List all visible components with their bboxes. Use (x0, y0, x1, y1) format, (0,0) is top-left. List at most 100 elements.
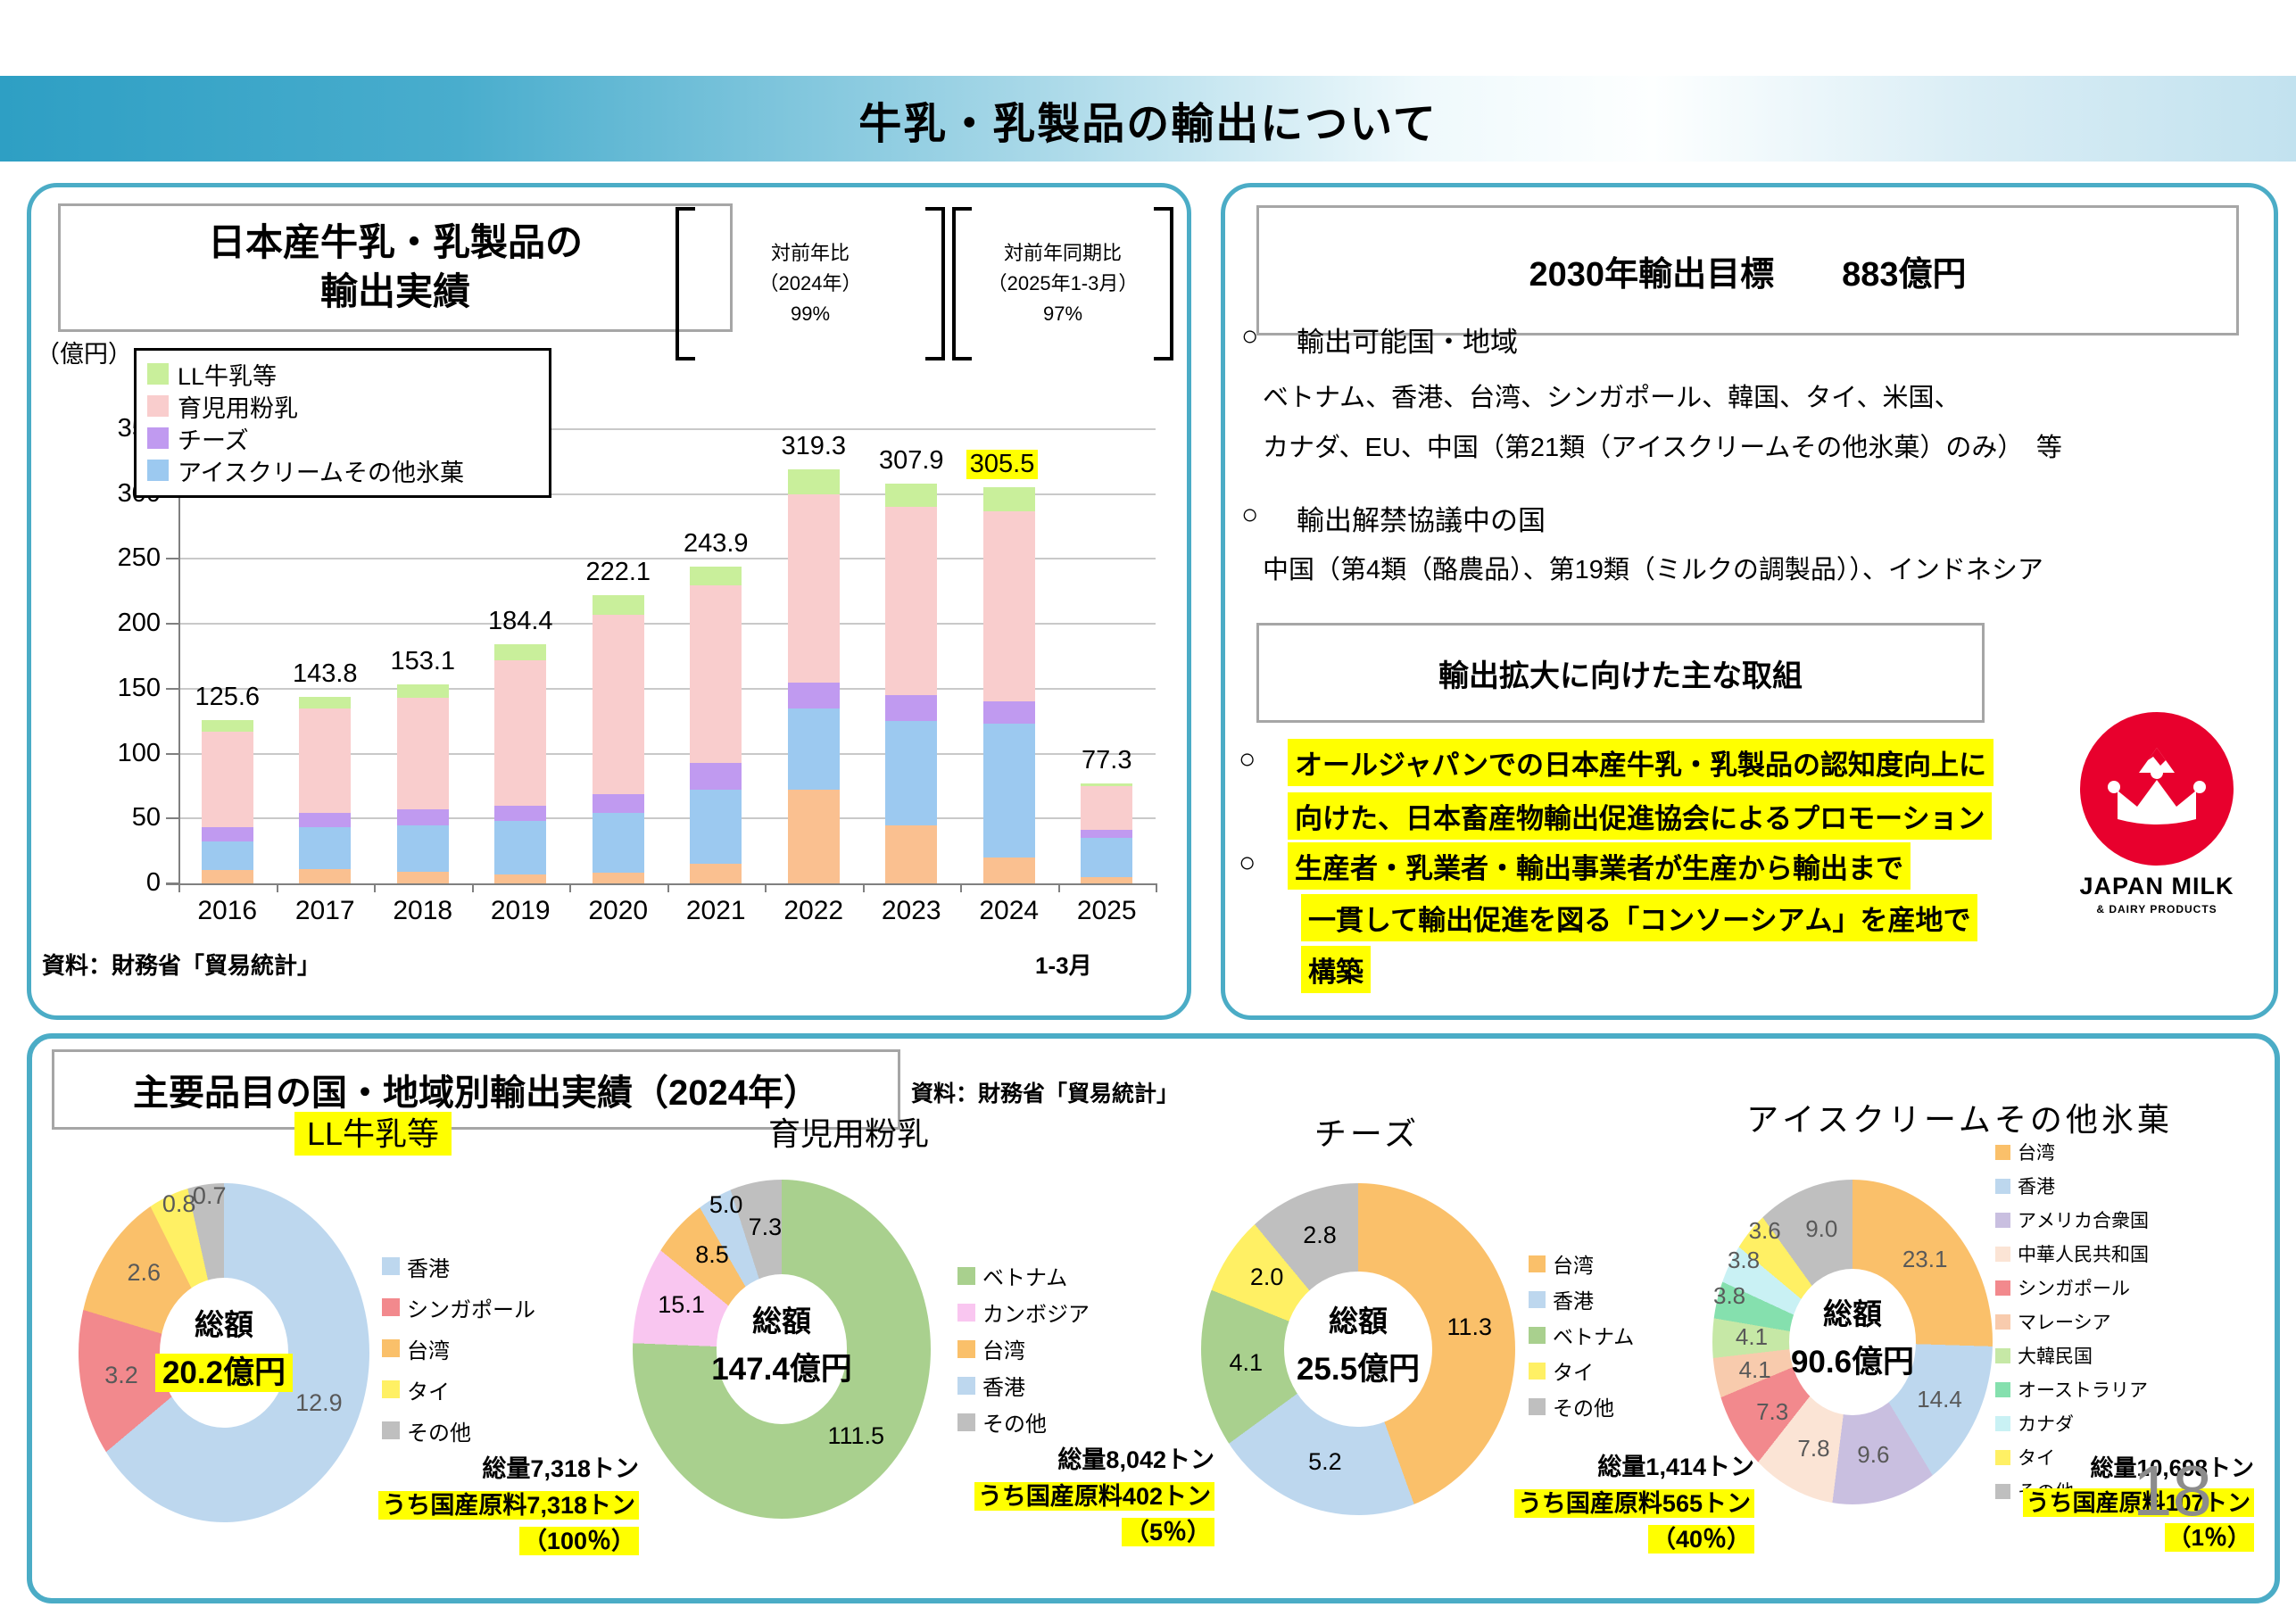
donut-slice-label: 7.8 (1797, 1434, 1830, 1462)
donut-slice-label: 2.6 (127, 1258, 161, 1286)
bar-chart-legend: LL牛乳等 育児用粉乳 チーズ アイスクリームその他氷菓 (134, 348, 551, 498)
donut-slice-label: 2.0 (1249, 1264, 1284, 1291)
legend-label: 台湾 (407, 1338, 450, 1363)
x-axis-label: 2024 (979, 896, 1040, 925)
bottom-panel-source: 資料：財務省「貿易統計」 (911, 1081, 1180, 1106)
legend-swatch-icon (1995, 1449, 2010, 1465)
donut-slice-label: 23.1 (1902, 1245, 1948, 1272)
left-panel-title: 日本産牛乳・乳製品の 輸出実績 (207, 221, 583, 312)
donut-legend: 台湾 香港 ベトナム タイ その他 (1529, 1246, 1634, 1424)
bar-total-label: 305.5 (966, 449, 1039, 479)
donut-slice-label: 3.8 (1727, 1247, 1761, 1274)
bar-segment (201, 731, 253, 828)
gridline (178, 687, 1156, 690)
legend-swatch-icon (1529, 1255, 1546, 1272)
bar-segment (787, 468, 840, 494)
legend-swatch-icon (1529, 1397, 1546, 1415)
initiative1-line2: 向けた、日本畜産物輸出促進協会によるプロモーション (1288, 792, 1993, 840)
y-axis-tick (166, 752, 178, 755)
donut-title: チーズ (1099, 1108, 1635, 1155)
bar-segment (201, 720, 253, 732)
legend-label: 香港 (1553, 1289, 1594, 1313)
x-axis-tick (765, 883, 767, 892)
legend-label: マレーシア (2018, 1313, 2111, 1333)
bar-segment (396, 824, 449, 872)
legend-swatch-icon (147, 427, 169, 449)
bar-segment (299, 696, 352, 708)
donut-slice-label: 9.0 (1805, 1215, 1838, 1243)
domestic-material-volume: うち国産原料7,318トン (378, 1490, 639, 1520)
x-axis-label: 2016 (197, 896, 258, 925)
y-axis-label: 150 (117, 673, 161, 702)
bar-total-label: 307.9 (878, 446, 944, 476)
yoy-bracket: 対前年比 （2024年） 99% (676, 207, 945, 360)
donut-legend-item: 台湾 (1529, 1246, 1634, 1281)
initiative2-line2: 一貫して輸出促進を図る「コンソーシアム」を産地で (1301, 894, 1978, 941)
donut-center-value: 25.5億円 (1224, 1344, 1492, 1389)
donut-slice-label: 8.5 (695, 1240, 729, 1268)
domestic-material-percentage: （100％） (518, 1527, 639, 1555)
donut-legend: ベトナム カンボジア 台湾 香港 その他 (957, 1257, 1090, 1440)
legend-swatch-icon (382, 1421, 400, 1439)
donut-hole (1284, 1271, 1432, 1428)
legend-label: シンガポール (2018, 1279, 2130, 1299)
domestic-material-volume: うち国産原料107トン (2022, 1488, 2254, 1517)
y-axis-label: 200 (117, 609, 161, 638)
legend-label: 中華人民共和国 (2018, 1245, 2149, 1265)
donut-center-value-text: 90.6億円 (1790, 1345, 1915, 1380)
export-target-panel: 2030年輸出目標 883億円 ○ 輸出可能国・地域 ベトナム、香港、台湾、シン… (1221, 183, 2278, 1020)
total-volume: 総量10,698トン (2090, 1454, 2254, 1481)
legend-swatch-icon (382, 1380, 400, 1398)
donut-slice-label: 4.1 (1735, 1323, 1769, 1351)
domestic-material-percentage: （5％） (1121, 1518, 1214, 1546)
legend-label: カナダ (2018, 1414, 2074, 1435)
legend-swatch-icon (1529, 1326, 1546, 1344)
bar-segment (885, 721, 938, 825)
donut-legend-item: タイ (1995, 1440, 2149, 1474)
legend-swatch-icon (1995, 1246, 2010, 1262)
x-axis-label: 2022 (783, 896, 844, 925)
donut-legend-item: 香港 (1529, 1281, 1634, 1317)
donut-slice-label: 0.7 (192, 1182, 227, 1210)
japan-milk-logo-icon (2080, 712, 2234, 866)
donut-totals: 総量1,414トン うち国産原料565トン （40％） (1424, 1449, 1754, 1558)
donut-center-value-text: 20.2億円 (154, 1354, 294, 1392)
gridline (178, 428, 1156, 430)
bar-segment (592, 793, 644, 814)
y-axis-tick (166, 687, 178, 690)
bar-segment (592, 813, 644, 874)
bar-total-label: 222.1 (585, 558, 651, 586)
donut-legend-item: その他 (382, 1410, 535, 1451)
bar-chart: 050100150200250300350125.62016143.820171… (31, 187, 1187, 1015)
bar-segment (982, 701, 1035, 725)
donut-slice-label: 5.0 (709, 1191, 743, 1219)
legend-swatch-icon (147, 395, 169, 417)
x-axis-tick (374, 883, 376, 892)
donut-legend-item: 台湾 (382, 1328, 535, 1369)
crown-fuji-icon (2108, 748, 2206, 824)
domestic-material-volume: うち国産原料402トン (974, 1481, 1214, 1511)
donut-slice-label: 7.3 (1756, 1397, 1789, 1425)
bar-total-label: 184.4 (487, 606, 553, 635)
donut-slice-label: 0.8 (162, 1190, 196, 1218)
legend-swatch-icon (957, 1413, 975, 1431)
bar-segment (690, 567, 742, 585)
donut-legend-item: マレーシア (1995, 1305, 2149, 1338)
legend-swatch-icon (1995, 1415, 2010, 1431)
gridline (178, 623, 1156, 626)
bar-segment (787, 493, 840, 683)
bar-legend-item: 育児用粉乳 (147, 390, 538, 422)
donut-title: 育児用粉乳 (581, 1108, 1116, 1155)
bar-legend-item: LL牛乳等 (147, 358, 538, 390)
legend-label: 香港 (982, 1376, 1025, 1400)
donut-legend-item: 香港 (382, 1246, 535, 1287)
bar-segment (690, 584, 742, 763)
y-axis-label: 0 (145, 868, 161, 897)
gridline (178, 752, 1156, 755)
legend-label: タイ (2018, 1448, 2055, 1469)
donut-legend-item: カナダ (1995, 1406, 2149, 1440)
bar-segment (1081, 783, 1133, 786)
bar-segment (1081, 830, 1133, 839)
donut-slice-label: 5.2 (1308, 1448, 1342, 1476)
donut-center-label: 総額 (1329, 1305, 1388, 1338)
